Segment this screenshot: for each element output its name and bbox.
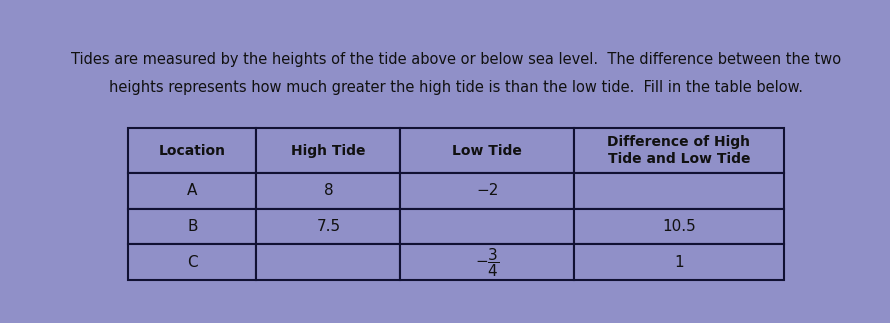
Bar — [256, 245, 400, 280]
FancyBboxPatch shape — [98, 34, 815, 292]
Text: Difference of High
Tide and Low Tide: Difference of High Tide and Low Tide — [607, 135, 750, 166]
Bar — [256, 209, 400, 245]
Bar — [256, 173, 400, 209]
Text: Low Tide: Low Tide — [452, 144, 522, 158]
Text: 7.5: 7.5 — [316, 219, 340, 234]
Bar — [128, 128, 256, 173]
Bar — [128, 245, 256, 280]
Bar — [128, 173, 256, 209]
Bar — [400, 245, 574, 280]
Bar — [256, 128, 400, 173]
Bar — [400, 173, 574, 209]
Text: High Tide: High Tide — [291, 144, 366, 158]
Bar — [128, 209, 256, 245]
Text: C: C — [187, 255, 198, 270]
Text: Tides are measured by the heights of the tide above or below sea level.  The dif: Tides are measured by the heights of the… — [71, 52, 841, 68]
Bar — [574, 128, 784, 173]
Text: heights represents how much greater the high tide is than the low tide.  Fill in: heights represents how much greater the … — [109, 80, 803, 95]
Text: 8: 8 — [324, 183, 333, 198]
Text: 10.5: 10.5 — [662, 219, 696, 234]
Bar — [574, 173, 784, 209]
Text: −2: −2 — [476, 183, 498, 198]
Text: $-\dfrac{3}{4}$: $-\dfrac{3}{4}$ — [475, 246, 499, 278]
Bar — [574, 245, 784, 280]
Text: A: A — [187, 183, 198, 198]
Text: B: B — [187, 219, 198, 234]
Text: 1: 1 — [674, 255, 684, 270]
Bar — [400, 128, 574, 173]
Bar — [574, 209, 784, 245]
Text: Location: Location — [159, 144, 226, 158]
Bar — [400, 209, 574, 245]
